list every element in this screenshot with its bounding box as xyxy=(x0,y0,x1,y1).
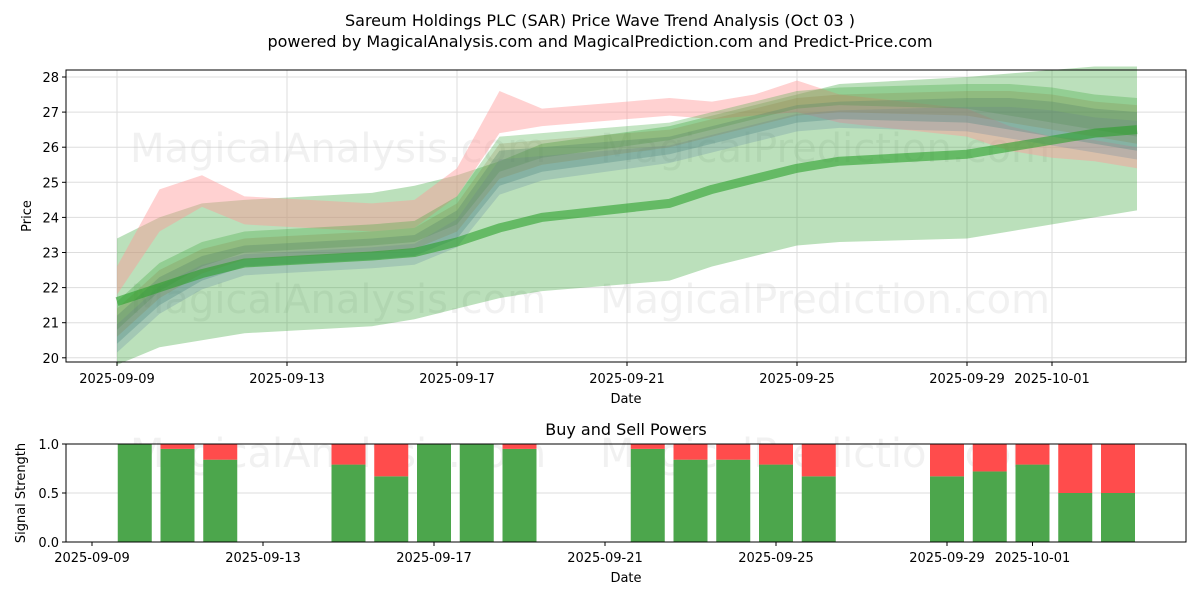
price-x-tick-label: 2025-09-25 xyxy=(759,372,835,387)
signal-y-tick-label: 0.0 xyxy=(38,536,59,551)
buy-bar xyxy=(1058,493,1093,542)
price-plot: MagicalAnalysis.com MagicalPrediction.com… xyxy=(20,66,1187,407)
buy-bar xyxy=(1015,464,1050,542)
sell-bar xyxy=(930,444,964,477)
price-y-tick-label: 26 xyxy=(42,141,59,156)
price-y-tick-label: 24 xyxy=(42,211,59,226)
signal-x-ticks: 2025-09-09 2025-09-13 2025-09-17 2025-09-21… xyxy=(54,542,1070,566)
buy-bar xyxy=(673,459,708,542)
sell-bar xyxy=(331,444,366,465)
signal-x-label: Date xyxy=(610,571,641,586)
price-wave-band xyxy=(117,91,1137,337)
price-wave-band xyxy=(117,98,1137,344)
sell-bar xyxy=(1101,444,1135,493)
trend-line xyxy=(115,125,1138,306)
signal-x-tick-label: 2025-09-21 xyxy=(567,551,643,566)
signal-y-ticks: 0.0 0.5 1.0 xyxy=(38,438,66,551)
price-series xyxy=(115,66,1138,365)
signal-x-tick-label: 2025-09-25 xyxy=(738,551,814,566)
signal-bars xyxy=(117,444,1135,542)
price-axes-frame xyxy=(65,69,1187,363)
signal-y-tick-label: 0.5 xyxy=(38,487,59,502)
price-x-tick-label: 2025-09-21 xyxy=(589,372,665,387)
sell-bar xyxy=(203,444,238,460)
watermark-text: MagicalAnalysis.com xyxy=(130,277,546,323)
price-y-tick-label: 23 xyxy=(42,247,59,262)
buy-bar xyxy=(374,476,409,542)
price-x-label: Date xyxy=(610,392,641,407)
buy-bar xyxy=(459,444,494,542)
price-x-tick-label: 2025-09-29 xyxy=(929,372,1005,387)
price-x-tick-label: 2025-10-01 xyxy=(1014,372,1090,387)
price-y-label: Price xyxy=(20,200,35,232)
watermark-text: MagicalPrediction.com xyxy=(600,277,1050,323)
signal-title: Buy and Sell Powers xyxy=(545,420,707,439)
buy-bar xyxy=(759,464,793,542)
sell-bar xyxy=(160,444,195,449)
price-y-tick-label: 27 xyxy=(42,106,59,121)
buy-bar xyxy=(716,459,751,542)
price-y-tick-label: 28 xyxy=(42,71,59,86)
buy-bar xyxy=(1101,493,1135,542)
green-channel-band xyxy=(117,66,1137,365)
buy-bar xyxy=(160,448,195,542)
buy-bar xyxy=(972,471,1007,542)
signal-y-tick-label: 1.0 xyxy=(38,438,59,453)
signal-x-tick-label: 2025-09-17 xyxy=(396,551,472,566)
buy-bar xyxy=(930,476,964,542)
price-y-tick-label: 21 xyxy=(42,317,59,332)
sell-bar xyxy=(1015,444,1050,465)
buy-bar xyxy=(203,459,238,542)
chart-title: Sareum Holdings PLC (SAR) Price Wave Tre… xyxy=(345,11,855,30)
chart-subtitle: powered by MagicalAnalysis.com and Magic… xyxy=(267,32,932,51)
signal-x-tick-label: 2025-09-29 xyxy=(909,551,985,566)
sell-bar xyxy=(716,444,751,460)
sell-bar xyxy=(502,444,537,449)
signal-y-label: Signal Strength xyxy=(14,443,29,543)
price-wave-band xyxy=(117,84,1137,330)
price-y-ticks: 20 21 22 23 24 25 26 27 28 xyxy=(42,71,66,367)
price-x-ticks: 2025-09-09 2025-09-13 2025-09-17 2025-09-21… xyxy=(79,362,1090,387)
signal-x-tick-label: 2025-10-01 xyxy=(995,551,1071,566)
signal-plot: Buy and Sell Powers MagicalAnalysis.comM… xyxy=(14,420,1187,586)
buy-bar xyxy=(801,476,836,542)
signal-x-tick-label: 2025-09-09 xyxy=(54,551,130,566)
watermark-text: MagicalAnalysis.com xyxy=(130,126,546,172)
price-y-tick-label: 22 xyxy=(42,282,59,297)
sell-bar xyxy=(972,444,1007,472)
sell-bar xyxy=(1058,444,1093,493)
buy-bar xyxy=(630,448,665,542)
signal-x-tick-label: 2025-09-13 xyxy=(225,551,301,566)
price-x-tick-label: 2025-09-09 xyxy=(79,372,155,387)
buy-bar xyxy=(502,448,537,542)
sell-bar xyxy=(630,444,665,449)
price-wave-band xyxy=(117,106,1137,353)
sell-bar xyxy=(801,444,836,477)
buy-bar xyxy=(331,464,366,542)
sell-bar xyxy=(673,444,708,460)
sell-bar xyxy=(759,444,793,465)
sell-bar xyxy=(374,444,409,477)
price-grid xyxy=(66,70,1186,362)
price-x-tick-label: 2025-09-17 xyxy=(419,372,495,387)
buy-bar xyxy=(117,444,152,542)
buy-bar xyxy=(417,444,451,542)
price-y-tick-label: 25 xyxy=(42,176,59,191)
price-x-tick-label: 2025-09-13 xyxy=(249,372,325,387)
price-y-tick-label: 20 xyxy=(42,352,59,367)
